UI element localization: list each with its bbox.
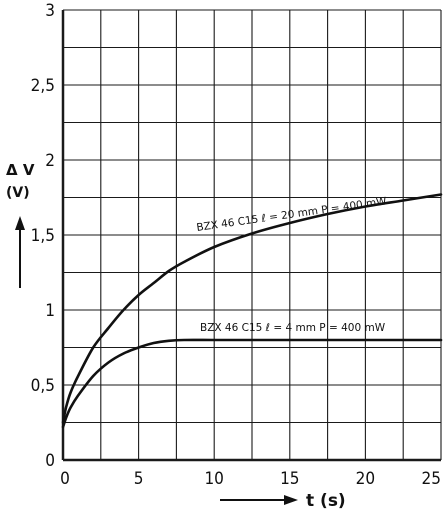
- x-tick-label: 0: [60, 469, 70, 489]
- y-tick-label: 1,5: [31, 226, 55, 246]
- y-axis-label-unit: (V): [6, 185, 30, 201]
- x-tick-label: 25: [422, 469, 441, 489]
- y-tick-label: 3: [45, 1, 55, 21]
- y-tick-label: 0,5: [31, 376, 55, 396]
- x-tick-label: 5: [134, 469, 144, 489]
- grid: [61, 9, 442, 462]
- y-tick-label: 2: [45, 151, 55, 171]
- y-axis-arrow: [15, 216, 25, 288]
- y-tick-label: 2,5: [31, 76, 55, 96]
- y-tick-label: 1: [45, 301, 55, 321]
- x-axis-arrow: [220, 495, 298, 505]
- x-axis-label: t (s): [306, 491, 346, 511]
- curves: [61, 193, 443, 429]
- series-line-20mm: [61, 193, 443, 424]
- series-line-4mm: [61, 338, 443, 429]
- x-tick-label: 20: [356, 469, 375, 489]
- series-label-20mm: BZX 46 C15 ℓ = 20 mm P = 400 mW: [196, 195, 388, 234]
- y-tick-label: 0: [45, 451, 55, 471]
- x-tick-label: 10: [204, 469, 223, 489]
- tick-labels: 0 0,5 1 1,5 2 2,5 3 0 5 10 15 20 25: [31, 1, 441, 489]
- x-tick-label: 15: [280, 469, 299, 489]
- series-label-4mm: BZX 46 C15 ℓ = 4 mm P = 400 mW: [200, 322, 386, 334]
- y-axis-label-symbol: Δ V: [6, 161, 35, 179]
